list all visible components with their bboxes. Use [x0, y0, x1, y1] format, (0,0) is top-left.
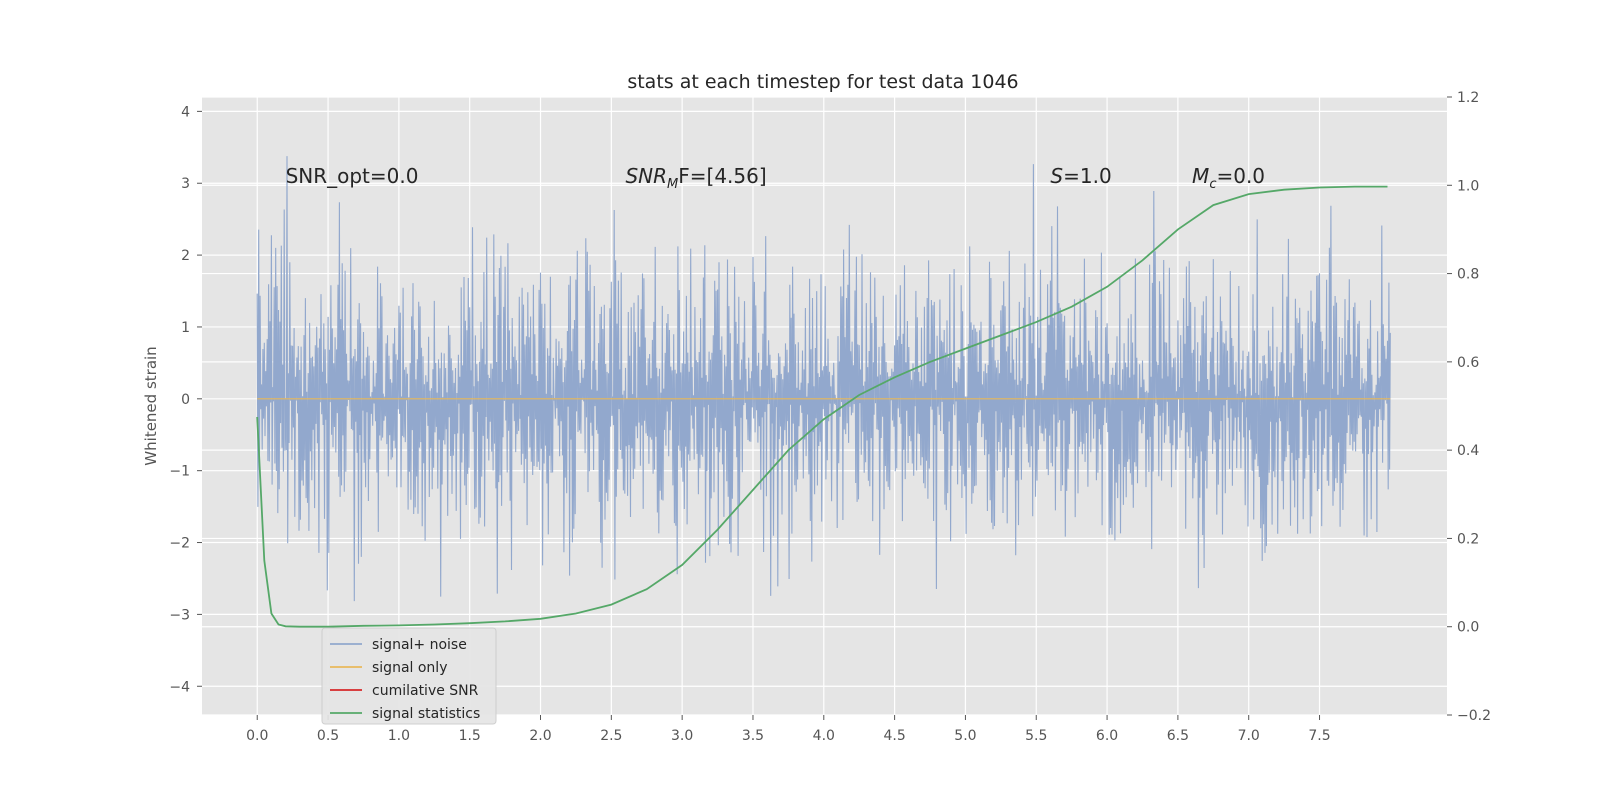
y2-tick-label: 1.0 [1457, 178, 1479, 194]
x-tick-label: 3.5 [742, 728, 764, 744]
y-tick-label: −1 [169, 464, 190, 480]
x-tick-label: 0.5 [317, 728, 339, 744]
x-tick-label: 5.0 [954, 728, 976, 744]
annotation-snr-mf-rest: F=[4.56] [678, 164, 766, 188]
series-signal-noise-line [256, 156, 1391, 602]
legend-label: signal statistics [372, 706, 480, 722]
annotation-s-base: S [1050, 164, 1063, 188]
y-tick-label: 2 [181, 248, 190, 264]
y2-tick-label: 0.4 [1457, 443, 1479, 459]
y2-tick-label: 0.6 [1457, 355, 1479, 371]
y-tick-label: 3 [181, 176, 190, 192]
y-tick-label: 1 [181, 320, 190, 336]
y2-tick-label: −0.2 [1457, 708, 1491, 724]
y2-tick-label: 1.2 [1457, 90, 1479, 106]
x-tick-label: 2.0 [529, 728, 551, 744]
x-tick-label: 7.5 [1308, 728, 1330, 744]
legend-box [321, 627, 497, 725]
annotation-mc-sub: c [1209, 177, 1216, 192]
y2-tick-label: 0.2 [1457, 531, 1479, 547]
annotation-s: S=1.0 [1050, 164, 1111, 188]
y-tick-label: 4 [181, 104, 190, 120]
x-tick-label: 1.5 [459, 728, 481, 744]
y2-tick-label: 0.0 [1457, 620, 1479, 636]
series-signal-statistics-line [256, 185, 1388, 628]
y-tick-label: −2 [169, 536, 190, 552]
x-tick-label: 6.0 [1096, 728, 1118, 744]
x-tick-label: 3.0 [671, 728, 693, 744]
y-axis-label: Whitened strain [142, 346, 160, 465]
x-tick-label: 2.5 [600, 728, 622, 744]
y-tick-label: −3 [169, 607, 190, 623]
y-tick-label: −4 [169, 679, 190, 695]
y-tick-label: 0 [181, 392, 190, 408]
annotation-snr-mf: SNRMF=[4.56] [625, 164, 766, 192]
annotation-snr-mf-sub: M [667, 177, 678, 192]
annotation-s-rest: =1.0 [1063, 164, 1112, 188]
annotation-mc: Mc=0.0 [1192, 164, 1265, 192]
annotation-mc-base: M [1192, 164, 1209, 188]
legend-label: signal+ noise [372, 637, 467, 653]
annotation-mc-rest: =0.0 [1216, 164, 1265, 188]
annotations: SNR_opt=0.0 SNRMF=[4.56] S=1.0 Mc=0.0 [286, 164, 1265, 192]
x-tick-label: 6.5 [1167, 728, 1189, 744]
annotation-snr-mf-base: SNR [625, 164, 667, 188]
chart-title: stats at each timestep for test data 104… [627, 71, 1018, 93]
y-axis-ticks: 4 3 2 1 0 −1 −2 −3 −4 [169, 104, 202, 695]
annotation-snr-opt: SNR_opt=0.0 [286, 164, 419, 188]
x-tick-label: 4.0 [813, 728, 835, 744]
x-tick-label: 0.0 [246, 728, 268, 744]
x-tick-label: 4.5 [883, 728, 905, 744]
y2-tick-label: 0.8 [1457, 267, 1479, 283]
legend: signal+ noise signal only cumilative SNR si… [321, 627, 497, 725]
x-tick-label: 7.0 [1238, 728, 1260, 744]
y2-axis-ticks: 1.2 1.0 0.8 0.6 0.4 0.2 0.0 −0.2 [1447, 90, 1491, 724]
x-tick-label: 5.5 [1025, 728, 1047, 744]
x-tick-label: 1.0 [388, 728, 410, 744]
x-axis-ticks: 0.0 0.5 1.0 1.5 2.0 2.5 3.0 3.5 4.0 4.5 5.0 5.5 6.0 6… [246, 715, 1331, 744]
legend-label: signal only [372, 660, 447, 676]
legend-label: cumilative SNR [372, 683, 479, 699]
